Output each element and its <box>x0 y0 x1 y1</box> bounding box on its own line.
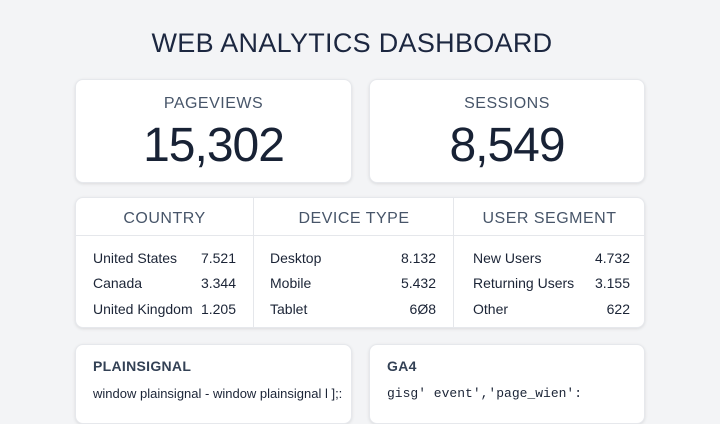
row-value: 3.155 <box>594 275 630 291</box>
breakdown-column-user-segment: USER SEGMENT New Users 4.732 Returning U… <box>453 198 645 327</box>
row-label: Tablet <box>270 301 308 317</box>
table-row: Returning Users 3.155 <box>473 273 630 293</box>
snippet-code: gisg′ event′,′page_wien′: <box>387 386 583 401</box>
row-label: United Kingdom <box>93 301 193 317</box>
kpi-label: PAGEVIEWS <box>163 95 264 112</box>
table-row: Desktop 8.132 <box>270 248 436 268</box>
breakdown-column-device-type: DEVICE TYPE Desktop 8.132 Mobile 5.432 T… <box>253 198 454 327</box>
snippet-title: GA4 <box>387 358 417 374</box>
table-row: Mobile 5.432 <box>270 273 436 293</box>
table-row: Tablet 6Ø8 <box>270 299 436 319</box>
table-row: United States 7.521 <box>93 248 236 268</box>
snippet-card-plainsignal: PLAINSIGNAL window plainsignal - window … <box>75 344 352 424</box>
row-value: 8.132 <box>400 250 436 266</box>
row-label: Mobile <box>270 275 312 291</box>
kpi-value: 15,302 <box>143 119 285 172</box>
row-value: 5.432 <box>400 275 436 291</box>
table-row: Other 622 <box>473 299 630 319</box>
row-label: Other <box>473 301 509 317</box>
row-value: 6Ø8 <box>409 301 436 317</box>
table-row: New Users 4.732 <box>473 248 630 268</box>
row-label: United States <box>93 250 178 266</box>
table-row: Canada 3.344 <box>93 273 236 293</box>
column-header: DEVICE TYPE <box>254 198 454 236</box>
breakdown-column-country: COUNTRY United States 7.521 Canada 3.344… <box>76 198 253 327</box>
row-value: 3.344 <box>200 275 236 291</box>
row-value: 4.732 <box>594 250 630 266</box>
row-label: Desktop <box>270 250 322 266</box>
row-label: Returning Users <box>473 275 575 291</box>
breakdown-card: COUNTRY United States 7.521 Canada 3.344… <box>75 197 645 328</box>
row-value: 7.521 <box>200 250 236 266</box>
kpi-value: 8,549 <box>449 119 565 172</box>
kpi-label: SESSIONS <box>464 95 550 112</box>
column-header: COUNTRY <box>76 198 253 236</box>
column-header: USER SEGMENT <box>454 198 645 236</box>
row-label: New Users <box>473 250 542 266</box>
row-label: Canada <box>93 275 143 291</box>
dashboard-title: WEB ANALYTICS DASHBOARD <box>151 28 553 58</box>
snippet-code: window plainsignal - window plainsignal … <box>93 386 343 401</box>
kpi-card-pageviews: PAGEVIEWS 15,302 <box>75 79 352 183</box>
kpi-card-sessions: SESSIONS 8,549 <box>369 79 645 183</box>
row-value: 1.205 <box>200 301 236 317</box>
row-value: 622 <box>606 301 630 317</box>
snippet-title: PLAINSIGNAL <box>93 358 192 374</box>
table-row: United Kingdom 1.205 <box>93 299 236 319</box>
snippet-card-ga4: GA4 gisg′ event′,′page_wien′: <box>369 344 645 424</box>
